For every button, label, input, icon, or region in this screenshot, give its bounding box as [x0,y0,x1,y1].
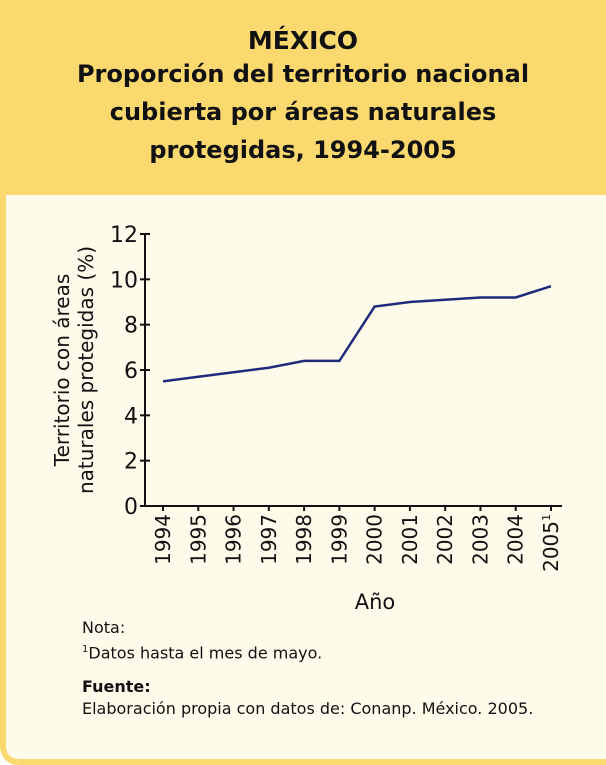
y-axis-label: Territorio con áreas [50,274,74,468]
y-tick-label: 2 [124,450,138,475]
title: MÉXICO [247,26,359,55]
y-axis-label: naturales protegidas (%) [74,246,98,494]
x-tick-label: 2001 [398,514,422,565]
header: MÉXICO Proporción del territorio naciona… [0,0,606,195]
line [162,284,552,383]
y-tick-label: 4 [124,404,138,429]
x-tick-label: 2004 [504,514,528,565]
note-text: Datos hasta el mes de mayo. [88,643,323,663]
x-tick-label: 2003 [468,514,492,565]
x-tick-label: 1998 [292,514,316,565]
source: Elaboración propia con datos de: Conanp.… [82,699,534,719]
x-tick-label: 20051 [539,514,563,572]
x-tick-label: 1996 [222,514,246,565]
note-label: Nota: [82,618,126,637]
subtitle: protegidas, 1994-2005 [149,136,457,164]
note: 1Datos hasta el mes de mayo. [82,639,542,664]
x-tick-label: 2002 [433,514,457,565]
x-tick-label: 1997 [257,514,281,565]
y-tick-label: 10 [110,268,138,293]
y-tick-label: 8 [124,314,138,339]
y-tick-label: 6 [124,359,138,384]
x-tick-label: 2000 [363,514,387,565]
subtitle: cubierta por áreas naturales [109,98,497,126]
x-tick-label: 1999 [327,514,351,565]
notes: Nota: 1Datos hasta el mes de mayo. Fuent… [82,617,542,720]
footnote-mark: 1 [540,514,553,521]
subtitle: Proporción del territorio nacional [76,60,530,88]
x-tick-label: 1995 [186,514,210,565]
y-tick-label: 12 [110,223,138,248]
source-label: Fuente: [82,677,151,697]
footnote-mark: 1 [82,644,89,655]
x-axis-label: Año [355,590,396,614]
y-tick-label: 0 [124,495,138,520]
body [0,195,606,765]
x-tick-label: 1994 [151,514,175,565]
